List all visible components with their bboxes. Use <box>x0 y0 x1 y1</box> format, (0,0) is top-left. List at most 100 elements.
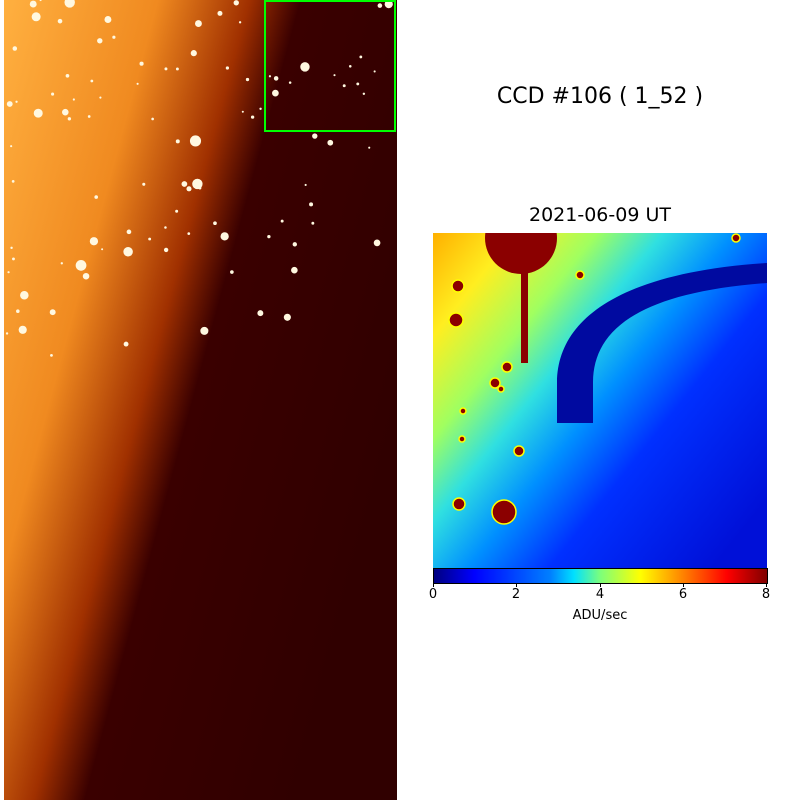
star <box>142 182 146 186</box>
star <box>12 257 15 261</box>
date-label: 2021-06-09 UT <box>529 204 671 226</box>
star <box>213 221 217 226</box>
star <box>309 202 314 207</box>
star <box>151 117 154 121</box>
star <box>233 0 239 6</box>
star <box>292 242 297 247</box>
star <box>20 290 29 300</box>
star <box>348 65 352 68</box>
star <box>163 247 169 253</box>
ccd-full-image <box>4 0 397 800</box>
star <box>65 73 70 78</box>
star <box>72 98 75 101</box>
star <box>189 135 202 147</box>
star <box>368 146 371 149</box>
star <box>104 16 112 23</box>
star <box>190 50 197 57</box>
colorbar-tick <box>600 583 601 587</box>
star <box>220 232 229 241</box>
star <box>311 221 315 225</box>
star <box>267 235 271 239</box>
star <box>175 139 180 144</box>
star <box>94 195 98 199</box>
star <box>164 67 168 71</box>
star <box>123 341 129 347</box>
star <box>99 96 102 99</box>
star <box>501 361 513 373</box>
star <box>39 0 42 2</box>
star <box>283 313 291 321</box>
star <box>448 312 464 328</box>
star <box>272 89 279 97</box>
colorbar <box>433 568 768 584</box>
colorbar-tick <box>683 583 684 587</box>
star <box>60 262 63 265</box>
zoomed-image <box>433 233 767 568</box>
star <box>11 179 15 183</box>
star <box>327 139 334 146</box>
star <box>225 66 229 70</box>
star <box>257 310 264 317</box>
star <box>187 232 191 236</box>
star <box>259 107 262 111</box>
star <box>6 101 13 107</box>
star <box>148 237 152 241</box>
star <box>250 115 255 119</box>
star <box>62 108 69 116</box>
colorbar-tick-label: 2 <box>511 587 521 602</box>
star <box>139 61 144 66</box>
star <box>136 82 139 85</box>
star <box>16 309 20 313</box>
star <box>175 67 179 71</box>
star <box>238 21 242 24</box>
star <box>384 0 393 9</box>
star <box>181 181 188 187</box>
star <box>452 497 466 511</box>
star <box>10 145 13 148</box>
star <box>458 435 466 443</box>
star <box>49 309 56 316</box>
star-field-zoom <box>448 233 741 525</box>
star <box>451 279 465 293</box>
star <box>186 186 192 192</box>
star <box>33 108 43 118</box>
star <box>18 325 27 334</box>
star <box>123 246 133 257</box>
star <box>304 183 307 187</box>
star <box>200 326 209 335</box>
star <box>101 248 104 251</box>
star <box>31 12 41 22</box>
star <box>497 385 505 393</box>
star <box>359 55 363 59</box>
star <box>50 353 53 357</box>
star <box>87 115 91 118</box>
star <box>12 46 18 51</box>
star <box>217 10 223 16</box>
star <box>491 499 517 525</box>
star <box>194 20 202 27</box>
star <box>97 38 103 44</box>
star <box>67 117 72 121</box>
star <box>333 74 336 77</box>
star <box>273 76 279 81</box>
star <box>15 100 18 103</box>
star <box>731 233 741 243</box>
star <box>300 62 310 72</box>
colorbar-tick-label: 4 <box>595 587 605 602</box>
star <box>175 209 179 213</box>
star <box>164 226 167 229</box>
star <box>90 79 94 83</box>
star <box>112 35 116 39</box>
star <box>312 133 318 139</box>
star <box>5 332 9 335</box>
colorbar-tick-label: 6 <box>678 587 688 602</box>
star <box>126 229 132 235</box>
star <box>459 407 467 415</box>
figure-title: CCD #106 ( 1_52 ) <box>496 84 704 109</box>
star <box>230 270 234 274</box>
star <box>377 3 383 8</box>
star <box>362 92 366 95</box>
star <box>51 92 55 96</box>
colorbar-tick-label: 0 <box>428 587 438 602</box>
star <box>245 77 250 82</box>
